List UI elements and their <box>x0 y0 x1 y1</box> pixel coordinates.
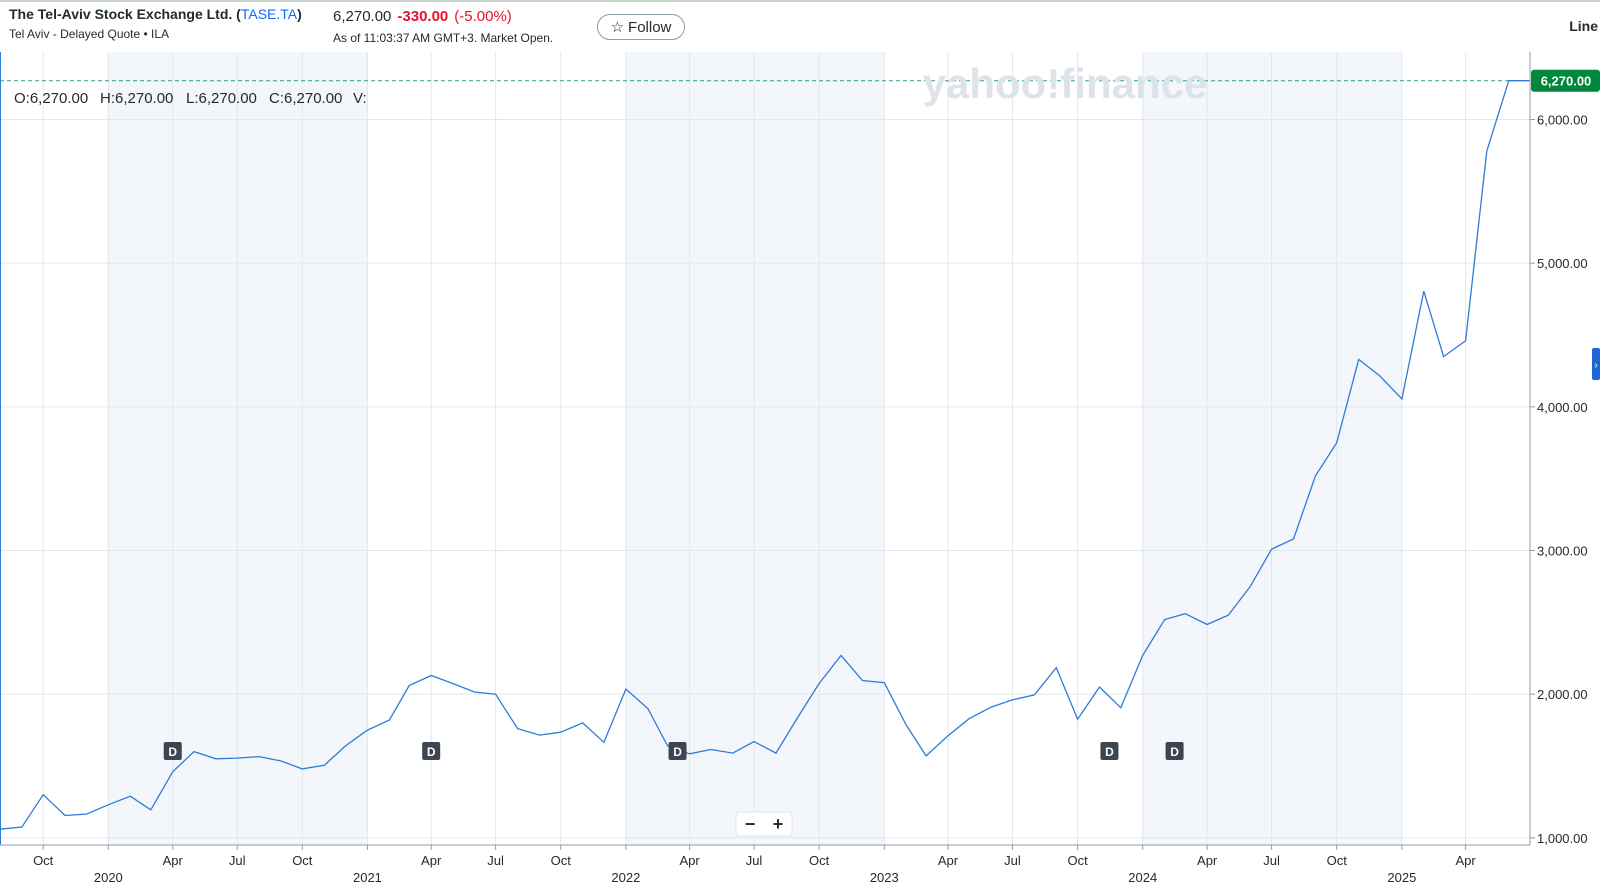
price-series-line <box>0 80 1530 830</box>
dividend-marker-box[interactable] <box>163 742 182 760</box>
price-block: 6,270.00 -330.00 (-5.00%) <box>333 8 512 25</box>
dividend-marker-box[interactable] <box>422 742 441 760</box>
x-year-label: 2024 <box>1128 870 1157 885</box>
dividend-marker[interactable]: D <box>1165 742 1184 760</box>
follow-button[interactable]: ☆ Follow <box>597 14 685 40</box>
x-year-label: 2020 <box>94 870 123 885</box>
x-tick-label: Oct <box>292 853 313 868</box>
x-year-label: 2025 <box>1387 870 1416 885</box>
dividend-marker-label: D <box>673 745 682 759</box>
x-tick-label: Apr <box>1197 853 1218 868</box>
symbol-link[interactable]: TASE.TA <box>240 6 298 22</box>
dividend-marker[interactable]: D <box>422 742 441 760</box>
dividend-marker-box[interactable] <box>1100 742 1119 760</box>
y-tick-label: 1,000.00 <box>1537 831 1588 846</box>
ohlc-readout: O:6,270.00 H:6,270.00 L:6,270.00 C:6,270… <box>14 90 367 107</box>
x-tick-label: Oct <box>551 853 572 868</box>
x-tick-label: Jul <box>746 853 763 868</box>
zoom-in-button[interactable]: + <box>773 814 784 834</box>
x-year-label: 2022 <box>611 870 640 885</box>
x-tick-label: Jul <box>487 853 504 868</box>
y-tick-label: 4,000.00 <box>1537 400 1588 415</box>
dividend-marker-label: D <box>168 745 177 759</box>
chart-type-selector[interactable]: Line <box>1569 18 1598 34</box>
zoom-controls: − + <box>735 811 793 837</box>
follow-label: Follow <box>628 18 672 36</box>
side-panel-tab[interactable] <box>1592 348 1600 380</box>
top-border <box>0 0 1600 2</box>
y-axis: 1,000.00 2,000.00 3,000.00 4,000.00 5,000.00… <box>1529 52 1588 846</box>
x-tick-label: Oct <box>809 853 830 868</box>
x-tick-label: Oct <box>33 853 54 868</box>
x-tick-label: Jul <box>229 853 246 868</box>
dividend-marker-label: D <box>1105 745 1114 759</box>
current-price-tag: 6,270.00 <box>1531 69 1600 92</box>
dividend-marker[interactable]: D <box>163 742 182 760</box>
quote-timestamp: As of 11:03:37 AM GMT+3. Market Open. <box>333 31 554 45</box>
x-year-label: 2023 <box>870 870 899 885</box>
y-tick-label: 2,000.00 <box>1537 687 1588 702</box>
y-tick-label: 3,000.00 <box>1537 543 1588 558</box>
price-change-percent: (-5.00%) <box>454 8 512 25</box>
dividend-marker-box[interactable] <box>1165 742 1184 760</box>
star-icon: ☆ <box>610 19 625 36</box>
y-tick-label: 5,000.00 <box>1537 256 1588 271</box>
side-panel-toggle[interactable]: › <box>1592 348 1600 380</box>
year-bands <box>108 52 1402 845</box>
year-band <box>108 52 368 845</box>
x-tick-label: Jul <box>1263 853 1280 868</box>
current-price-tag-label: 6,270.00 <box>1541 74 1592 89</box>
x-tick-label: Oct <box>1067 853 1088 868</box>
dividend-marker-label: D <box>1170 745 1179 759</box>
y-tick-label: 6,000.00 <box>1537 113 1588 128</box>
ohlc-high: H:6,270.00 <box>100 90 173 107</box>
dividend-marker[interactable]: D <box>668 742 687 760</box>
x-tick-label: Apr <box>938 853 959 868</box>
x-tick-label: Oct <box>1327 853 1348 868</box>
x-axis: Oct Apr Jul Oct Apr Jul Oct Apr Jul Oct Apr Jul Oct A… <box>0 844 1530 885</box>
x-tick-label: Apr <box>679 853 700 868</box>
ohlc-close: C:6,270.00 <box>269 90 342 107</box>
x-tick-label: Apr <box>163 853 184 868</box>
price-chart[interactable]: yahoo!finance O:6,270.00 H:6,270.00 L:6,… <box>0 52 1600 885</box>
ohlc-open: O:6,270.00 <box>14 90 88 107</box>
quote-header: The Tel-Aviv Stock Exchange Ltd. (TASE.T… <box>0 0 1600 52</box>
year-band <box>1142 52 1402 845</box>
yahoo-finance-watermark: yahoo!finance <box>923 60 1208 107</box>
year-band <box>625 52 885 845</box>
company-name: The Tel-Aviv Stock Exchange Ltd. <box>9 6 233 22</box>
chart-grid <box>0 52 1530 845</box>
dividend-marker[interactable]: D <box>1100 742 1119 760</box>
price-change: -330.00 <box>397 8 449 25</box>
x-tick-label: Jul <box>1004 853 1021 868</box>
ohlc-volume: V: <box>353 90 367 107</box>
exchange-info: Tel Aviv - Delayed Quote • ILA <box>9 27 170 41</box>
current-price: 6,270.00 <box>333 8 392 25</box>
x-year-label: 2021 <box>353 870 382 885</box>
chevron-right-icon: › <box>1594 360 1597 371</box>
ohlc-low: L:6,270.00 <box>186 90 257 107</box>
dividend-marker-box[interactable] <box>668 742 687 760</box>
company-title: The Tel-Aviv Stock Exchange Ltd. (TASE.T… <box>9 6 302 22</box>
x-tick-label: Apr <box>421 853 442 868</box>
zoom-out-button[interactable]: − <box>745 814 756 834</box>
dividend-marker-label: D <box>427 745 436 759</box>
x-tick-label: Apr <box>1455 853 1476 868</box>
